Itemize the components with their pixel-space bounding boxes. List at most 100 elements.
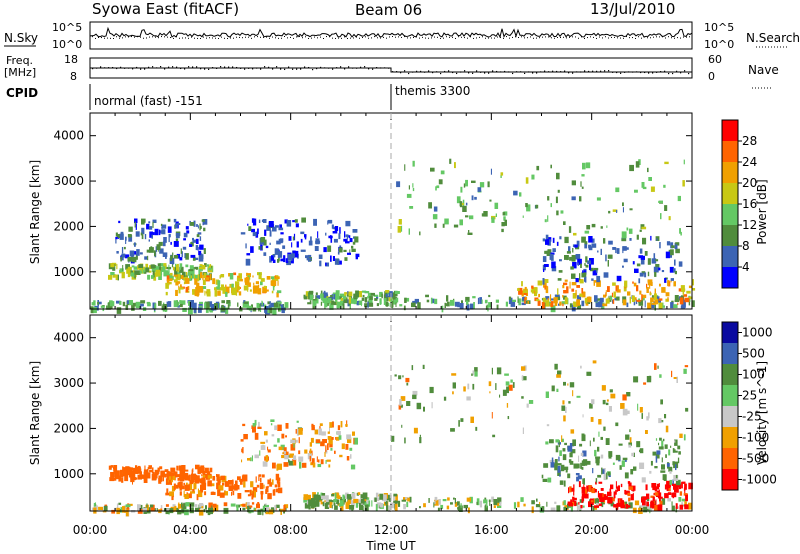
scatter-point xyxy=(584,493,589,499)
scatter-point xyxy=(203,248,206,254)
scatter-point xyxy=(673,449,676,452)
scatter-point xyxy=(200,490,204,493)
scatter-point xyxy=(595,481,597,485)
scatter-point xyxy=(333,238,338,243)
colorbar-segment xyxy=(722,406,738,428)
scatter-point xyxy=(352,297,357,301)
scatter-point xyxy=(539,501,541,505)
scatter-point xyxy=(234,484,238,491)
nave-point xyxy=(636,71,638,73)
scatter-point xyxy=(581,186,584,189)
scatter-point xyxy=(664,484,667,490)
scatter-point xyxy=(573,301,578,307)
scatter-point xyxy=(135,469,138,474)
scatter-point xyxy=(159,466,163,470)
scatter-point xyxy=(152,221,154,228)
scatter-point xyxy=(151,264,156,269)
scatter-point xyxy=(139,252,143,255)
scatter-point xyxy=(567,473,571,479)
nave-point xyxy=(140,68,142,70)
scatter-point xyxy=(681,502,683,505)
scatter-point xyxy=(388,298,391,302)
scatter-point xyxy=(343,238,348,242)
nave-point xyxy=(96,67,98,69)
scatter-point xyxy=(691,302,695,306)
scatter-point xyxy=(325,460,327,464)
scatter-point xyxy=(179,257,183,261)
scatter-point xyxy=(210,304,215,311)
scatter-point xyxy=(624,472,629,479)
nave-point xyxy=(348,66,350,68)
scatter-point xyxy=(91,507,94,511)
scatter-point xyxy=(167,226,172,233)
scatter-point xyxy=(257,426,262,429)
scatter-point xyxy=(627,492,631,497)
scatter-point xyxy=(314,246,319,251)
scatter-point xyxy=(633,298,636,306)
scatter-point xyxy=(647,167,649,173)
power-ylabel: Slant Range [km] xyxy=(28,160,42,264)
scatter-point xyxy=(191,300,194,306)
scatter-point xyxy=(556,241,559,246)
nsearch-point xyxy=(398,36,399,38)
scatter-point xyxy=(466,396,471,401)
scatter-point xyxy=(333,294,337,300)
x-tick-label: 04:00 xyxy=(173,523,208,537)
scatter-point xyxy=(340,297,343,301)
scatter-point xyxy=(619,499,621,505)
scatter-point xyxy=(634,268,639,273)
scatter-point xyxy=(115,470,120,477)
nsearch-point xyxy=(488,37,489,39)
scatter-point xyxy=(250,246,254,253)
scatter-point xyxy=(456,196,461,204)
nsearch-point xyxy=(170,37,171,39)
scatter-point xyxy=(315,498,320,506)
scatter-point xyxy=(144,472,149,479)
scatter-point xyxy=(582,505,585,508)
scatter-point xyxy=(617,286,619,292)
scatter-point xyxy=(465,215,469,218)
nsearch-point xyxy=(587,37,588,39)
scatter-point xyxy=(576,299,580,306)
nave-point xyxy=(516,71,518,73)
nsearch-point xyxy=(302,37,303,39)
scatter-point xyxy=(122,466,124,470)
scatter-point xyxy=(655,499,657,507)
scatter-point xyxy=(115,238,117,244)
scatter-point xyxy=(569,460,574,465)
scatter-point xyxy=(269,242,271,245)
scatter-point xyxy=(136,249,140,256)
scatter-point xyxy=(241,448,243,453)
scatter-point xyxy=(185,476,190,481)
scatter-point xyxy=(240,480,243,485)
nsearch-point xyxy=(143,37,144,39)
power-colorbar-label: Power [dB] xyxy=(755,179,769,244)
scatter-point xyxy=(252,426,256,433)
scatter-point xyxy=(324,451,326,457)
scatter-point xyxy=(349,505,355,510)
scatter-point xyxy=(284,455,289,460)
scatter-point xyxy=(655,438,658,441)
colorbar-tick-label: 4 xyxy=(742,260,750,274)
nave-point xyxy=(344,68,346,70)
scatter-point xyxy=(655,259,659,262)
scatter-point xyxy=(197,466,203,474)
scatter-point xyxy=(246,284,249,290)
colorbar-tick-label: -500 xyxy=(742,452,769,466)
scatter-point xyxy=(593,437,595,442)
scatter-point xyxy=(576,505,579,511)
scatter-point xyxy=(164,469,169,472)
nave-point xyxy=(492,70,494,72)
scatter-point xyxy=(376,502,382,509)
scatter-point xyxy=(148,239,150,242)
scatter-point xyxy=(628,482,632,490)
scatter-point xyxy=(575,278,579,283)
scatter-point xyxy=(502,389,507,396)
scatter-point xyxy=(338,260,342,265)
scatter-point xyxy=(622,299,627,306)
scatter-point xyxy=(661,440,664,447)
scatter-point xyxy=(412,183,414,188)
scatter-point xyxy=(263,239,267,246)
scatter-point xyxy=(364,297,368,302)
scatter-point xyxy=(586,487,588,493)
